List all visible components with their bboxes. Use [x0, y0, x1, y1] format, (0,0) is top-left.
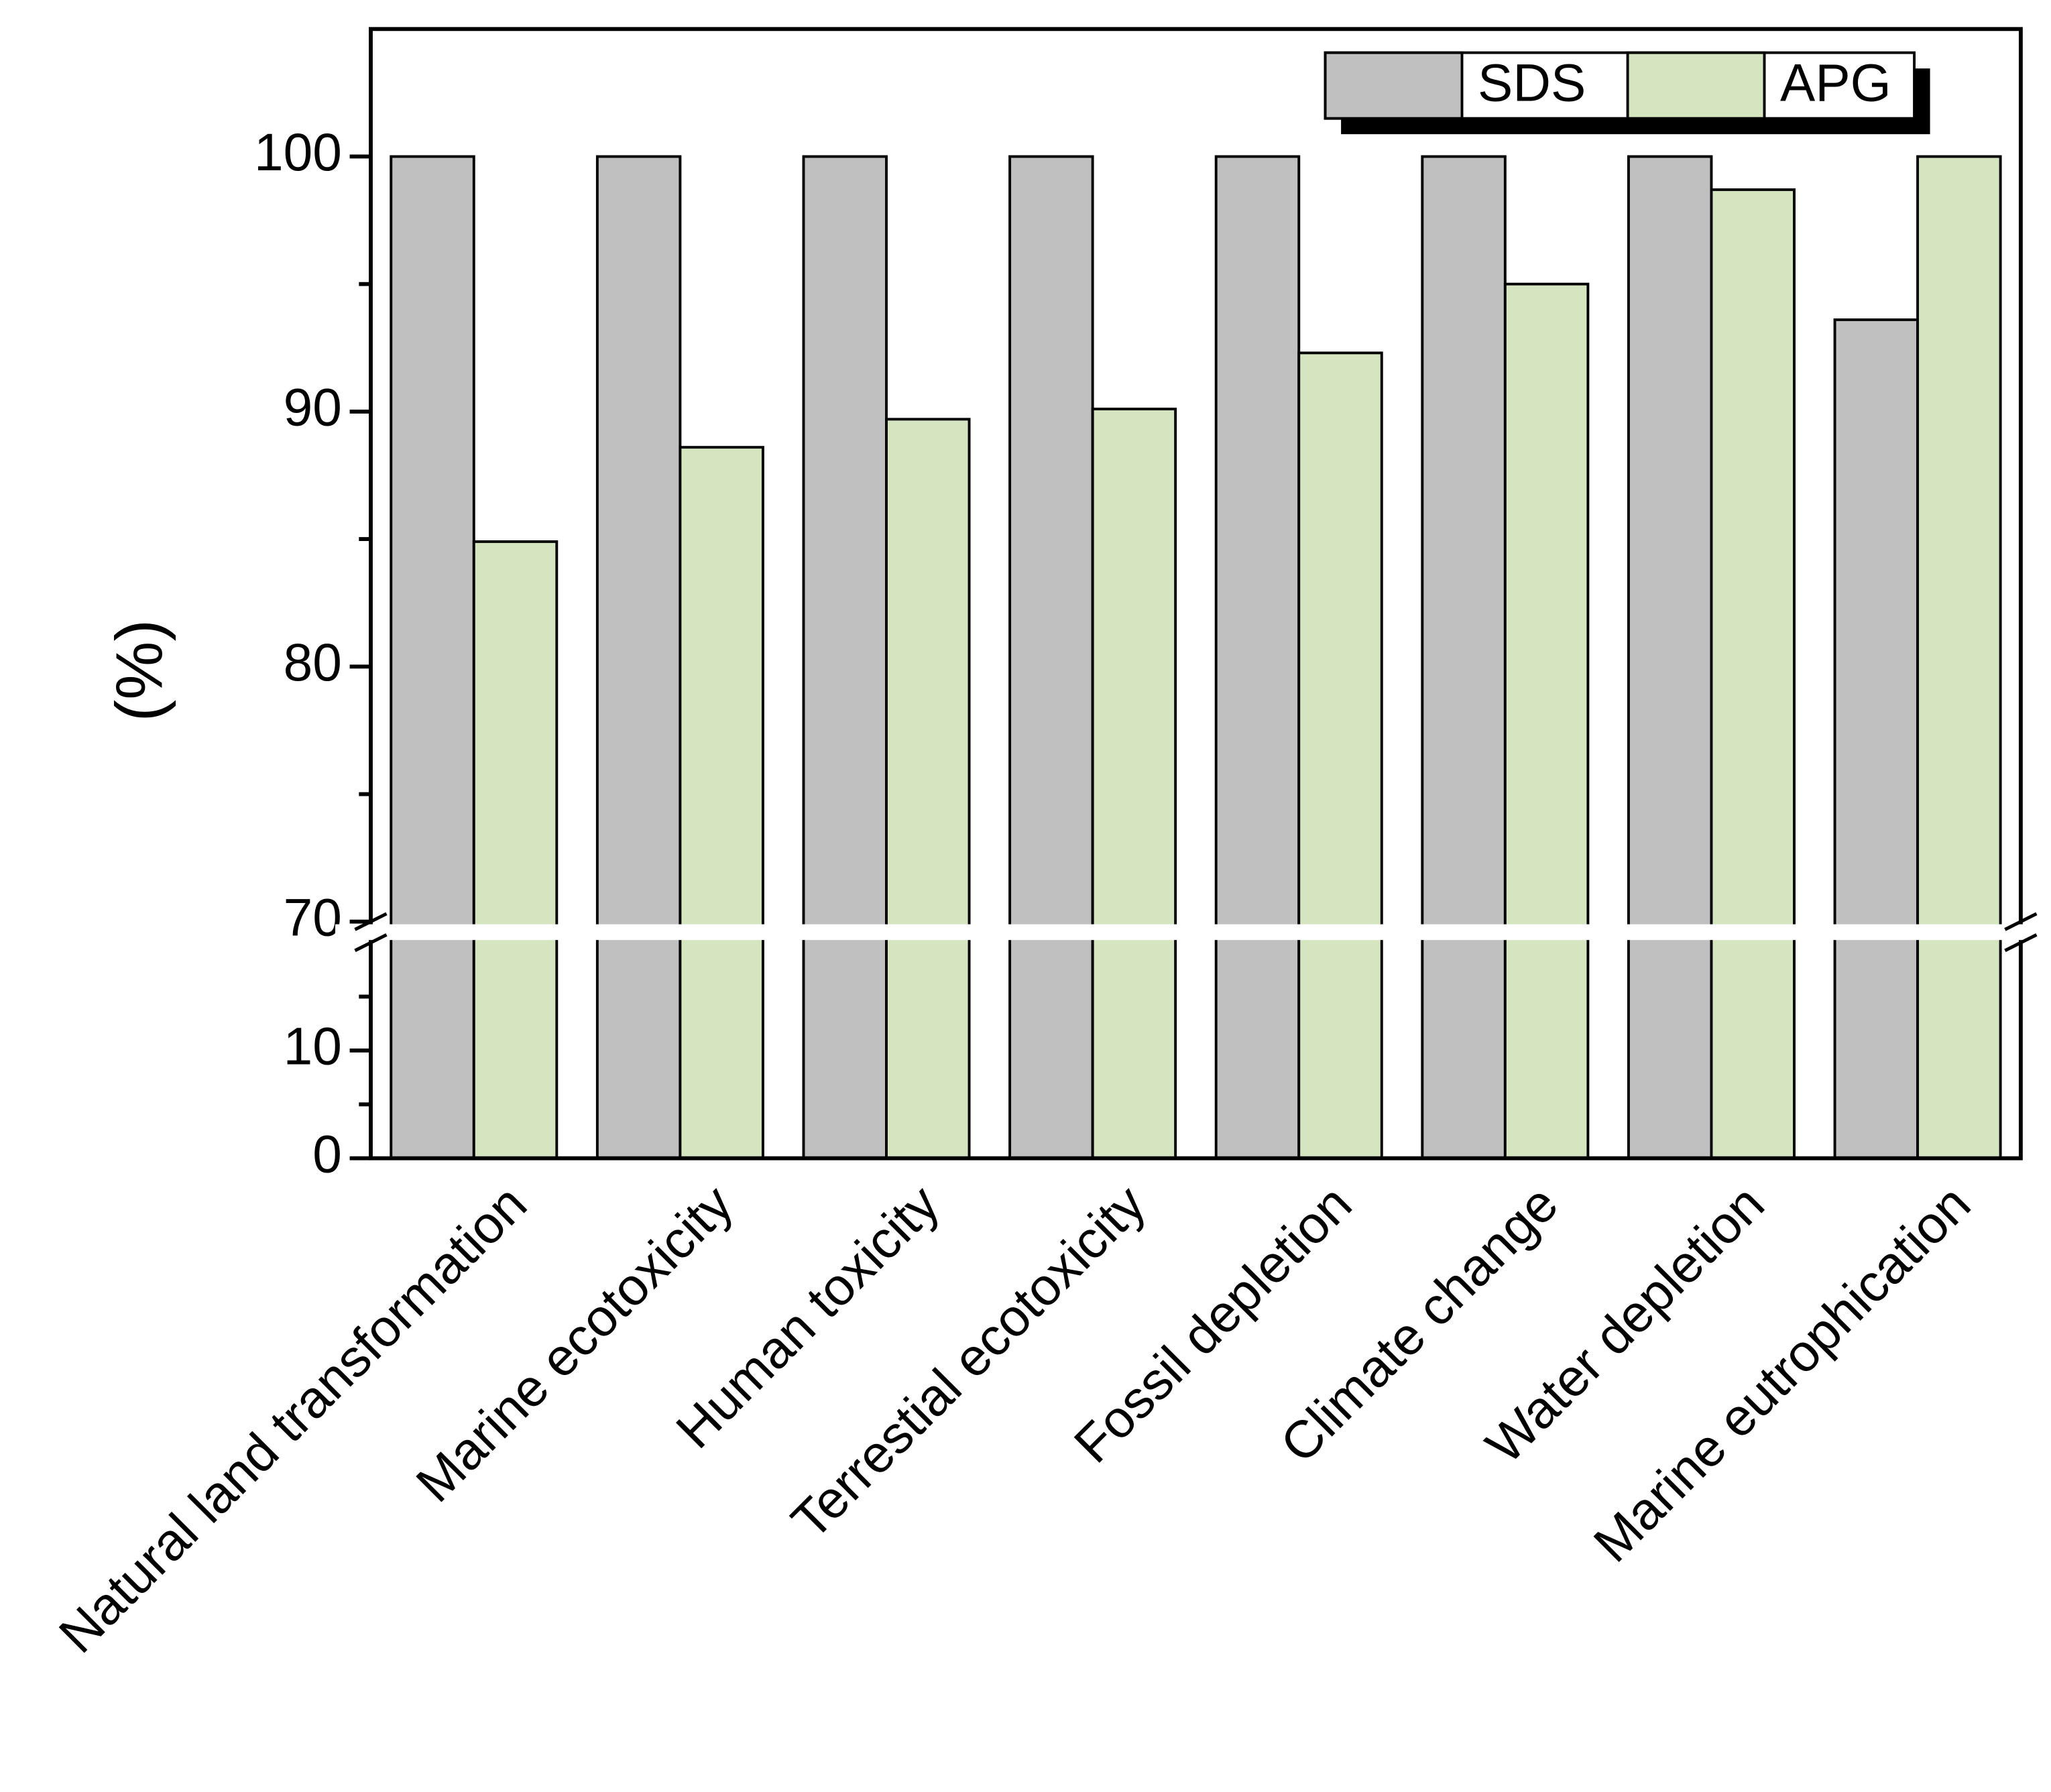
bar [1503, 282, 1590, 1160]
legend-swatch [1626, 51, 1766, 120]
bar [1091, 408, 1177, 1160]
y-tick-label: 10 [284, 1017, 342, 1076]
y-tick-label: 90 [284, 378, 342, 437]
break-mark [2004, 912, 2038, 931]
bar [1297, 351, 1383, 1160]
break-mark [354, 933, 388, 953]
bar [679, 446, 764, 1160]
y-tick-label: 100 [254, 123, 342, 182]
bar [1421, 155, 1507, 1160]
bar [885, 418, 971, 1160]
bar [1833, 318, 1920, 1160]
y-tick-label: 0 [312, 1124, 342, 1183]
bar [390, 155, 475, 1160]
bar [1214, 155, 1301, 1160]
legend-label: SDS [1478, 53, 1586, 112]
legend-swatch [1324, 51, 1464, 120]
y-tick-label: 70 [284, 888, 342, 947]
bar [802, 155, 888, 1160]
legend: SDS APG [1324, 51, 1930, 135]
bar [1627, 155, 1713, 1160]
x-tick-label: Terrestial ecotoxicity [780, 1173, 1157, 1550]
bar [1008, 155, 1094, 1160]
x-tick-label: Marine eutrophication [1582, 1174, 1982, 1573]
break-mark [354, 912, 388, 931]
bar [595, 155, 682, 1160]
bar [472, 540, 559, 1160]
y-tick-label: 80 [284, 633, 342, 692]
plot-frame [369, 27, 2023, 1160]
bar [1710, 188, 1796, 1160]
axis-break [335, 924, 2045, 941]
y-axis-label: (%) [103, 619, 176, 721]
bar [1916, 155, 2002, 1160]
legend-label: APG [1780, 53, 1891, 112]
break-mark [2004, 933, 2038, 953]
